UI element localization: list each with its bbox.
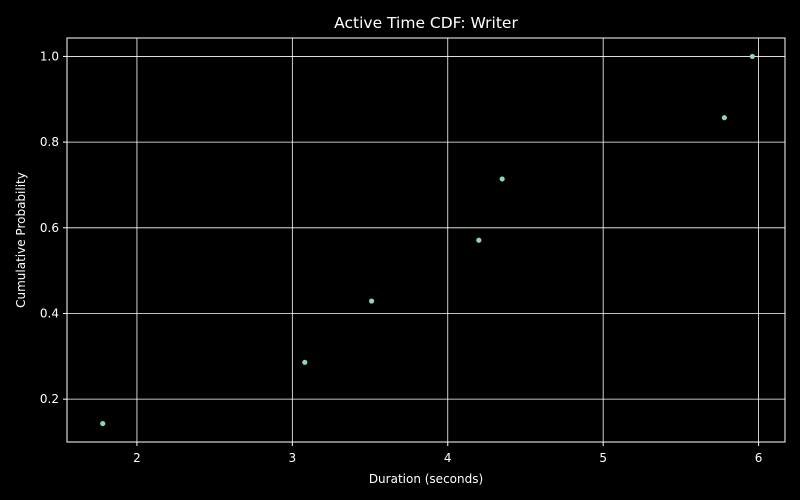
data-point [100,420,106,427]
x-tick-label: 6 [755,451,763,465]
y-tick-label: 0.6 [40,221,59,235]
plot-frame [66,37,786,443]
data-points [100,53,755,427]
x-tick-label: 4 [444,451,452,465]
y-tick-label: 1.0 [40,49,59,63]
data-point [749,53,755,60]
y-axis-label: Cumulative Probability [14,172,28,308]
x-tick-label: 5 [599,451,607,465]
x-tick-label: 2 [133,451,141,465]
x-axis-label: Duration (seconds) [369,472,483,486]
y-tick-label: 0.8 [40,135,59,149]
grid-lines [67,38,785,442]
x-tick-label: 3 [289,451,297,465]
y-tick-label: 0.4 [40,306,59,320]
data-point [499,176,505,182]
data-point [302,359,308,365]
data-point [721,115,727,121]
axis-ticks: 2 3 4 5 6 0.2 0.4 0.6 0.8 1.0 [40,49,762,465]
y-tick-label: 0.2 [40,392,59,406]
chart-title: Active Time CDF: Writer [334,14,518,32]
data-point [476,237,482,243]
data-point [369,298,375,304]
